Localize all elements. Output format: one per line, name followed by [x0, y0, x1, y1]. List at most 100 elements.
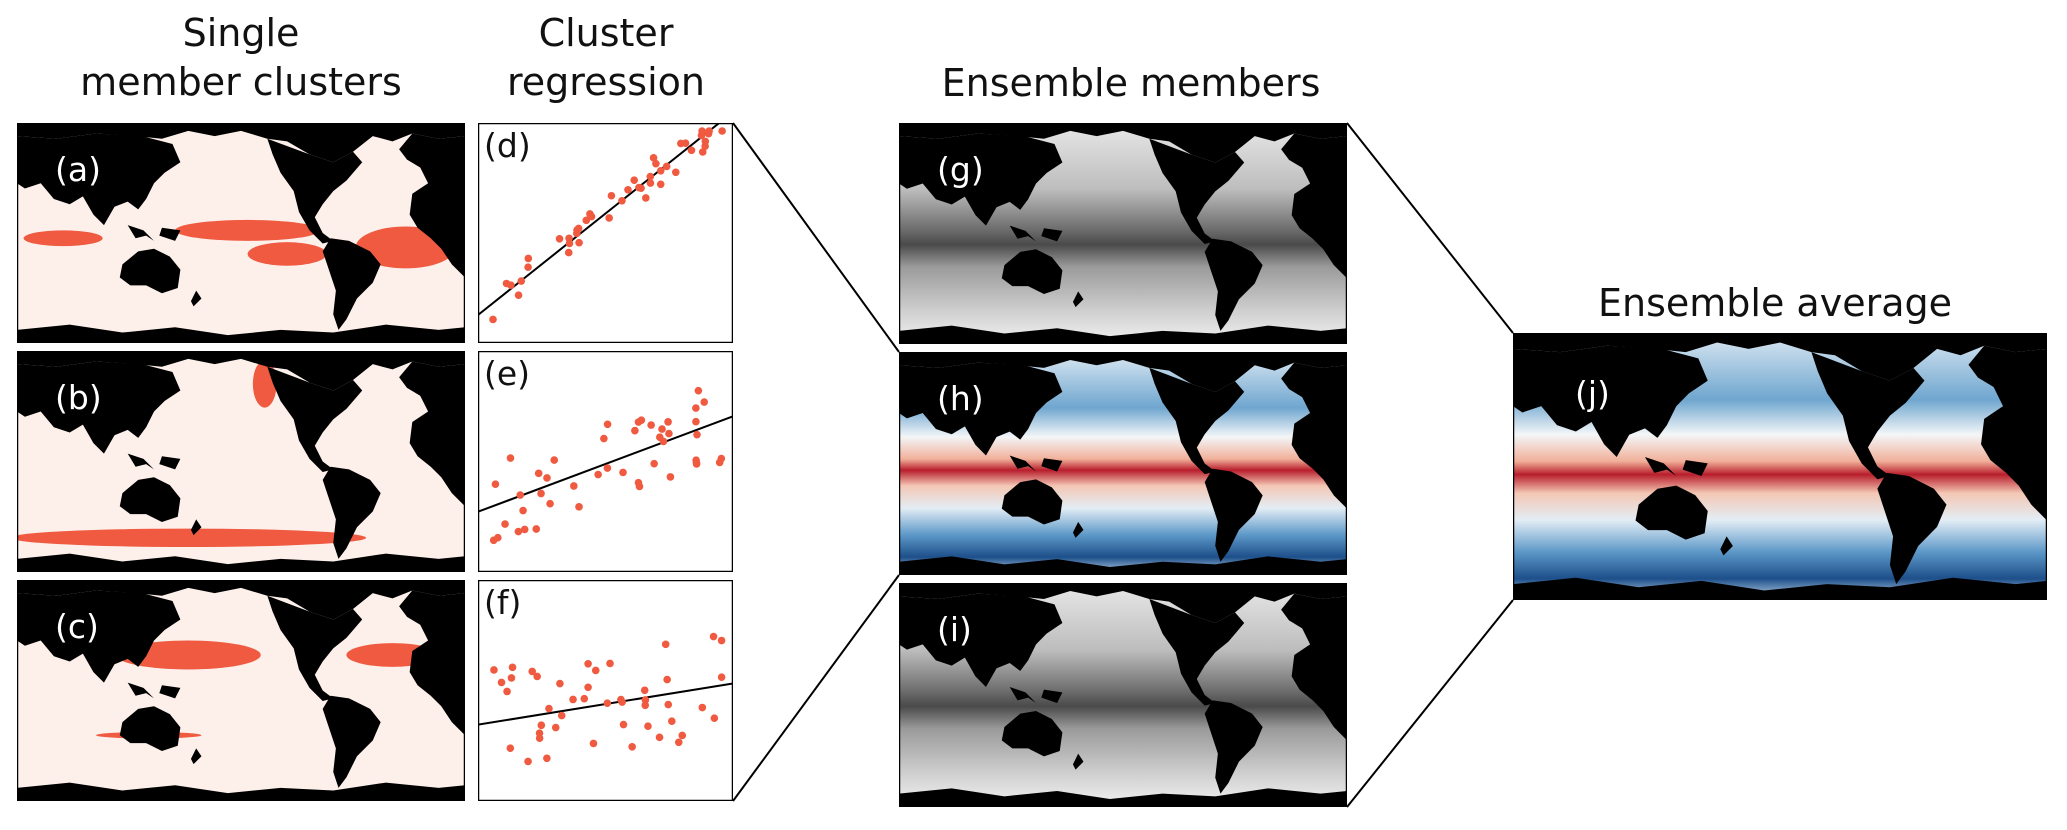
scatter-point [664, 418, 672, 426]
scatter-point [507, 674, 516, 682]
scatter-point [671, 168, 680, 177]
scatter-point [594, 470, 602, 479]
scatter-point [634, 478, 643, 487]
scatter-point [603, 464, 612, 472]
scatter-point [628, 742, 636, 751]
scatter-point [687, 146, 696, 155]
scatter-point [506, 744, 515, 753]
scatter-point [656, 180, 665, 189]
map-panel [17, 580, 465, 801]
scatter-point [705, 127, 713, 135]
panel-label: (h) [937, 379, 984, 418]
scatter-point [557, 711, 566, 720]
scatter-point [565, 234, 573, 243]
scatter-point [501, 520, 509, 528]
cluster-region [23, 230, 103, 247]
scatter-point [534, 469, 543, 478]
scatter-point [503, 687, 511, 696]
map-panel [899, 352, 1347, 575]
scatter-point [517, 277, 526, 285]
scatter-point [619, 720, 628, 729]
scatter-point [603, 699, 612, 708]
scatter-point [649, 154, 658, 162]
scatter-point [514, 527, 523, 536]
scatter-point [698, 148, 707, 156]
panel-label: (f) [484, 583, 521, 622]
scatter-point [524, 263, 532, 272]
scatter-point [537, 489, 545, 498]
panel-label: (j) [1575, 374, 1610, 413]
scatter-point [656, 166, 665, 175]
scatter-point [535, 729, 544, 737]
scatter-point [700, 398, 709, 406]
scatter-point [631, 426, 639, 435]
cluster-region [115, 640, 261, 670]
scatter-point [701, 137, 710, 146]
cluster-region [175, 219, 321, 241]
scatter-point [591, 666, 600, 675]
scatter-point [603, 420, 612, 429]
map-panel [17, 123, 465, 343]
panel-label: (a) [55, 150, 101, 189]
scatter-point [717, 673, 726, 681]
scatter-point [555, 235, 564, 243]
map-panel [899, 123, 1347, 344]
scatter-point [533, 672, 541, 681]
scatter-point [681, 139, 690, 148]
scatter-point [624, 185, 632, 194]
scatter-point [584, 683, 592, 692]
scatter-point [641, 696, 650, 704]
map-panel [1513, 333, 2047, 600]
scatter-point [550, 456, 559, 464]
scatter-point [606, 659, 614, 668]
scatter-point [580, 694, 589, 703]
scatter-point [507, 281, 515, 289]
scatter-point [658, 425, 666, 433]
scatter-point [600, 434, 608, 443]
scatter-point [546, 499, 554, 508]
scatter-point [646, 179, 655, 187]
scatter-point [619, 468, 627, 477]
scatter-point [589, 739, 598, 748]
scatter-point [516, 491, 525, 499]
scatter-point [678, 731, 687, 740]
scatter-point [586, 210, 594, 218]
scatter-point [640, 686, 649, 695]
column-header: Single [183, 11, 300, 55]
scatter-point [573, 229, 581, 238]
panel-label: (c) [55, 607, 99, 646]
cluster-region [17, 528, 367, 548]
panel-label: (g) [937, 150, 984, 189]
scatter-point [543, 754, 551, 763]
scatter-point [637, 416, 646, 424]
scatter-panel [478, 580, 733, 801]
scatter-point [575, 238, 583, 247]
column-header: regression [507, 60, 705, 104]
scatter-point [537, 721, 546, 730]
connectors [732, 122, 1514, 808]
scatter-point [617, 695, 625, 704]
scatter-panel [478, 351, 733, 572]
scatter-point [641, 701, 650, 710]
scatter-point [692, 456, 700, 465]
scatter-point [666, 473, 675, 481]
scatter-point [532, 525, 541, 533]
panel-label: (b) [55, 378, 102, 417]
scatter-point [642, 194, 650, 202]
map-panel [899, 583, 1347, 807]
scatter-point [584, 659, 592, 668]
scatter-point [718, 127, 726, 135]
scatter-point [646, 172, 655, 181]
scatter-point [665, 429, 673, 438]
panel-label: (e) [484, 354, 530, 393]
scatter-point [570, 482, 578, 490]
scatter-point [564, 248, 573, 257]
scatter-point [514, 291, 523, 299]
scatter-panel [478, 123, 733, 343]
scatter-point [556, 679, 564, 688]
scatter-point [655, 433, 664, 442]
scatter-point [694, 386, 703, 395]
scatter-point [524, 757, 532, 766]
scatter-point [663, 675, 671, 684]
scatter-point [662, 162, 671, 171]
